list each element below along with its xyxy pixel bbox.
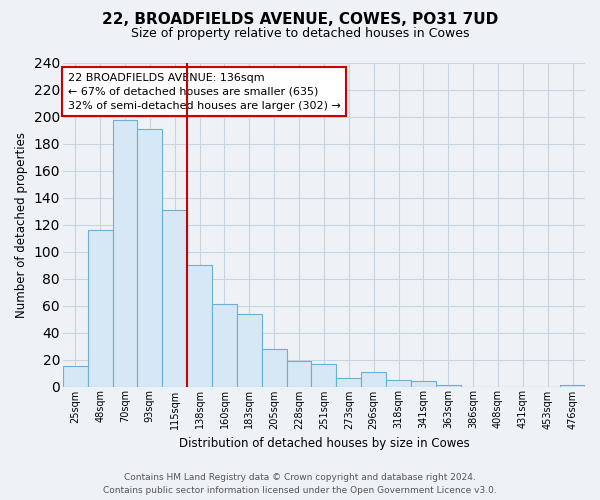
Bar — [386, 380, 411, 386]
Bar — [361, 372, 386, 386]
Text: Contains HM Land Registry data © Crown copyright and database right 2024.
Contai: Contains HM Land Registry data © Crown c… — [103, 473, 497, 495]
Bar — [262, 349, 287, 387]
Bar — [436, 385, 461, 386]
Bar — [411, 381, 436, 386]
Bar — [212, 304, 237, 386]
Bar — [137, 129, 162, 386]
Text: Size of property relative to detached houses in Cowes: Size of property relative to detached ho… — [131, 28, 469, 40]
Y-axis label: Number of detached properties: Number of detached properties — [15, 132, 28, 318]
Bar — [63, 366, 88, 386]
Bar — [237, 314, 262, 386]
Bar — [311, 364, 337, 386]
X-axis label: Distribution of detached houses by size in Cowes: Distribution of detached houses by size … — [179, 437, 469, 450]
Bar — [560, 385, 585, 386]
Bar — [287, 361, 311, 386]
Bar — [113, 120, 137, 386]
Bar — [337, 378, 361, 386]
Bar — [187, 265, 212, 386]
Bar — [162, 210, 187, 386]
Bar — [88, 230, 113, 386]
Text: 22 BROADFIELDS AVENUE: 136sqm
← 67% of detached houses are smaller (635)
32% of : 22 BROADFIELDS AVENUE: 136sqm ← 67% of d… — [68, 72, 341, 110]
Text: 22, BROADFIELDS AVENUE, COWES, PO31 7UD: 22, BROADFIELDS AVENUE, COWES, PO31 7UD — [102, 12, 498, 28]
